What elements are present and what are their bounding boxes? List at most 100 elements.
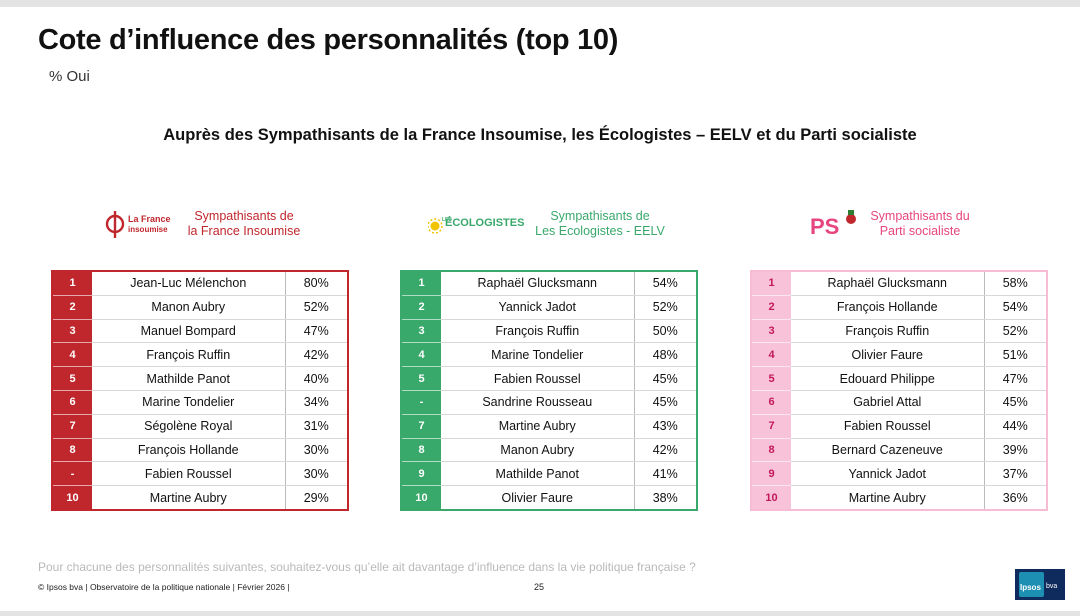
table-row: - Sandrine Rousseau 45% [401,390,697,415]
name-cell: Mathilde Panot [92,366,285,391]
table-row: 10 Martine Aubry 29% [52,485,348,510]
table-row: 8 Bernard Cazeneuve 39% [751,438,1047,463]
ranking-table-ps: 1 Raphaël Glucksmann 58% 2 François Holland… [750,270,1048,511]
page-title: Cote d’influence des personnalités (top … [38,24,619,56]
table-row: 1 Raphaël Glucksmann 54% [401,271,697,296]
table-row: 5 Fabien Roussel 45% [401,366,697,391]
table-row: 6 Marine Tondelier 34% [52,390,348,415]
name-cell: Raphaël Glucksmann [791,271,984,296]
rank-cell: - [401,390,441,415]
name-cell: Martine Aubry [149,490,227,505]
percent-cell: 30% [284,438,348,463]
rank-cell: 10 [52,485,92,510]
rank-cell: 4 [751,342,791,368]
ps-logo-text: PS [810,214,839,238]
table-row: - Fabien Roussel 30% [52,461,348,487]
percent-cell: 34% [284,390,348,415]
rank-cell: 4 [52,342,92,368]
percent-cell: 80% [284,271,348,296]
table-row: 7 Fabien Roussel 44% [751,414,1047,439]
name-cell: François Hollande [92,438,285,463]
rank-cell: 3 [52,319,92,344]
group-label-line: Parti socialiste [879,224,961,238]
table-row: 4 Marine Tondelier 48% [401,342,697,368]
percent-cell: 47% [983,366,1047,391]
ranking-table-eelv: 1 Raphaël Glucksmann 54% 2 Yannick Jadot 52%… [400,270,698,511]
percent-cell: 43% [633,414,697,439]
rank-cell: 3 [401,319,441,344]
percent-cell: 45% [633,390,697,415]
percent-cell: 42% [633,438,697,463]
rank-cell: 9 [751,461,791,487]
rank-cell: 5 [751,366,791,391]
percent-cell: 54% [983,295,1047,320]
bva-logo-text: bva [1046,583,1058,590]
name-cell: Martine Aubry [441,414,634,439]
name-cell: Fabien Roussel [92,461,285,487]
table-row: 9 Mathilde Panot 41% [401,461,697,487]
rank-cell: 8 [401,438,441,463]
rank-cell: 5 [52,366,92,391]
name-cell: Gabriel Attal [791,390,984,415]
table-row: 2 Yannick Jadot 52% [401,295,697,320]
rank-cell: 2 [401,295,441,320]
rank-cell: 3 [751,319,791,344]
rank-cell: - [52,461,92,487]
name-cell: François Ruffin [92,342,285,368]
rank-cell: 1 [401,271,441,296]
bottom-border [0,611,1080,616]
name-cell: Fabien Roussel [441,366,634,391]
name-cell: Jean-Luc Mélenchon [92,271,285,296]
eco-logo-line1: LES [442,217,452,223]
ecologistes-logo: LES ÉCOLOGISTES [427,212,528,241]
percent-cell: 52% [983,319,1047,344]
percent-cell: 58% [983,271,1047,296]
percent-cell: 31% [284,414,348,439]
rank-cell: 1 [751,271,791,296]
table-row: 8 Manon Aubry 42% [401,438,697,463]
name-cell: François Ruffin [441,319,634,344]
rank-cell: 7 [52,414,92,439]
rank-cell: 7 [751,414,791,439]
percent-cell: 48% [633,342,697,368]
table-row: 7 Martine Aubry 43% [401,414,697,439]
percent-cell: 36% [983,485,1047,510]
table-row: 4 Olivier Faure 51% [751,342,1047,368]
table-row: 10 Olivier Faure 38% [401,485,697,510]
percent-cell: 51% [983,342,1047,368]
table-row: 3 Manuel Bompard 47% [52,319,348,344]
rank-cell: 2 [52,295,92,320]
percent-cell: 39% [983,438,1047,463]
table-row: 9 Yannick Jadot 37% [751,461,1047,487]
rank-cell: 7 [401,414,441,439]
rank-cell: 9 [401,461,441,487]
percent-cell: 47% [284,319,348,344]
percent-cell: 30% [284,461,348,487]
name-cell: Marine Tondelier [441,342,634,368]
group-label-line: Sympathisants de [194,209,294,223]
percent-cell: 38% [633,485,697,510]
name-cell: Manon Aubry [441,438,634,463]
percent-cell: 45% [633,366,697,391]
ps-logo: PS [810,208,860,243]
percent-cell: 54% [633,271,697,296]
name-cell: Raphaël Glucksmann [441,271,634,296]
lfi-logo-line1: La France [128,214,171,224]
table-row: 1 Raphaël Glucksmann 58% [751,271,1047,296]
group-label-line: Les Ecologistes - EELV [535,224,665,238]
table-row: 6 Gabriel Attal 45% [751,390,1047,415]
table-row: 7 Ségolène Royal 31% [52,414,348,439]
table-row: 3 François Ruffin 50% [401,319,697,344]
table-row: 5 Mathilde Panot 40% [52,366,348,391]
name-cell: Manuel Bompard [92,319,285,344]
name-cell: Bernard Cazeneuve [791,438,984,463]
percent-cell: 50% [633,319,697,344]
table-row: 2 Manon Aubry 52% [52,295,348,320]
rank-cell: 10 [401,485,441,510]
eco-logo-line2: ÉCOLOGISTES [445,216,524,229]
percent-cell: 45% [983,390,1047,415]
name-cell: François Ruffin [791,319,984,344]
table-row: 8 François Hollande 30% [52,438,348,463]
percent-cell: 52% [284,295,348,320]
group-label-eelv: Sympathisants de Les Ecologistes - EELV [535,209,665,239]
